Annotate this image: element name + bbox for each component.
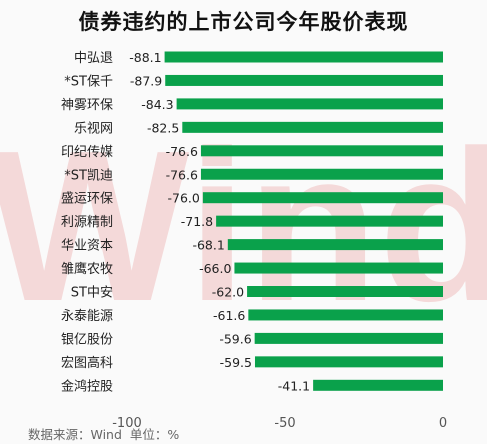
bar bbox=[216, 215, 443, 227]
data-source: 数据来源：Wind bbox=[28, 427, 122, 442]
value-label: -76.0 bbox=[167, 191, 199, 206]
bar bbox=[200, 168, 443, 180]
bar bbox=[227, 239, 443, 251]
category-label: 乐视网 bbox=[74, 121, 113, 136]
value-label: -66.0 bbox=[199, 261, 231, 276]
x-tick-label: -50 bbox=[274, 416, 295, 431]
value-label: -62.0 bbox=[212, 285, 244, 300]
bar bbox=[165, 74, 443, 86]
category-label: *ST凯迪 bbox=[64, 168, 113, 183]
bar bbox=[202, 192, 443, 204]
x-tick-label: -100 bbox=[112, 416, 142, 431]
bar bbox=[164, 51, 443, 63]
bar bbox=[247, 286, 443, 297]
category-label: 银亿股份 bbox=[61, 332, 113, 347]
value-label: -84.3 bbox=[141, 97, 173, 112]
value-label: -59.6 bbox=[219, 331, 251, 346]
value-label: -61.6 bbox=[213, 308, 245, 323]
unit-note: 单位：% bbox=[129, 427, 180, 442]
value-label: -68.1 bbox=[192, 238, 224, 253]
bar bbox=[313, 379, 443, 391]
bar bbox=[254, 332, 443, 344]
category-label: 印纪传媒 bbox=[61, 145, 113, 160]
value-label: -87.9 bbox=[130, 73, 162, 88]
category-label: 雏鹰农牧 bbox=[61, 261, 113, 277]
bar bbox=[176, 98, 443, 110]
value-label: -76.6 bbox=[166, 167, 198, 182]
category-label: 华业资本 bbox=[61, 239, 113, 254]
bar bbox=[200, 145, 443, 157]
chart-footer: 数据来源：Wind 单位：% bbox=[28, 424, 183, 443]
x-tick-label: 0 bbox=[439, 416, 447, 431]
value-label: -88.1 bbox=[129, 50, 161, 65]
category-label: 利源精制 bbox=[61, 215, 113, 230]
category-label: 永泰能源 bbox=[61, 309, 113, 324]
value-label: -82.5 bbox=[147, 120, 179, 135]
category-label: 金鸿控股 bbox=[61, 378, 113, 394]
category-label: 神雾环保 bbox=[61, 98, 113, 113]
category-label: 宏图高科 bbox=[61, 355, 113, 371]
category-label: ST中安 bbox=[71, 286, 113, 301]
bar bbox=[182, 121, 444, 133]
category-label: *ST保千 bbox=[64, 74, 113, 89]
bar bbox=[248, 309, 443, 321]
bar bbox=[234, 262, 443, 274]
value-label: -59.5 bbox=[220, 355, 252, 370]
chart-title: 债券违约的上市公司今年股价表现 bbox=[78, 10, 409, 34]
value-label: -41.1 bbox=[278, 378, 310, 393]
value-label: -76.6 bbox=[166, 144, 198, 159]
category-label: 中弘退 bbox=[74, 51, 113, 66]
category-label: 盛运环保 bbox=[61, 192, 113, 207]
value-label: -71.8 bbox=[181, 214, 213, 229]
bar bbox=[254, 356, 443, 368]
